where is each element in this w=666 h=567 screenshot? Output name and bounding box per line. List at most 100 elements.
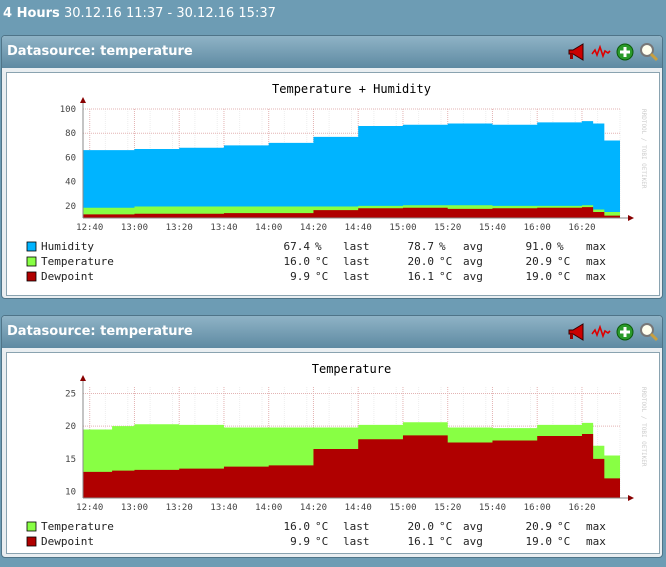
x-tick-label: 13:20 (166, 503, 193, 513)
temperature-chart: Temperature RRDTOOL / TOBI OETIKER 10 15 20 2… (26, 362, 647, 548)
legend-unit: % (439, 240, 446, 253)
x-axis-arrow (628, 495, 634, 501)
x-tick-label: 14:20 (300, 503, 327, 513)
x-tick-label: 16:00 (524, 503, 551, 513)
x-tick-label: 13:00 (121, 503, 148, 513)
x-tick-label: 14:20 (300, 223, 327, 233)
legend-unit: °C (557, 520, 570, 533)
x-tick-label: 14:40 (345, 503, 372, 513)
x-tick-label: 13:00 (121, 223, 148, 233)
rrdtool-watermark: RRDTOOL / TOBI OETIKER (640, 387, 647, 467)
legend-label-max: max (586, 270, 606, 283)
x-tick-label: 14:00 (255, 223, 282, 233)
zoom-icon[interactable] (639, 322, 659, 342)
x-tick-label: 14:00 (255, 503, 282, 513)
legend-swatch (26, 521, 37, 532)
legend-name: Dewpoint (41, 535, 94, 548)
legend-max-value: 20.9 (526, 255, 553, 268)
legend-last-value: 9.9 (290, 270, 310, 283)
panel-title: Datasource: temperature (7, 44, 193, 59)
legend-label-last: last (343, 240, 370, 253)
datasource-panel-2: Datasource: temperature Temperature RRDTO… (1, 315, 663, 558)
legend-unit: °C (439, 535, 452, 548)
legend-last-value: 9.9 (290, 535, 310, 548)
legend-swatch (26, 271, 37, 282)
y-axis-arrow (80, 97, 86, 103)
x-tick-label: 14:40 (345, 223, 372, 233)
panel-header: Datasource: temperature (2, 36, 662, 68)
series-area-dewpoint (83, 207, 620, 218)
graph-icon[interactable] (591, 42, 611, 62)
legend-label-last: last (343, 270, 370, 283)
megaphone-icon[interactable] (567, 42, 587, 62)
x-tick-label: 16:00 (524, 223, 551, 233)
y-tick-label: 25 (65, 390, 76, 400)
legend-label-avg: avg (463, 240, 483, 253)
panel-toolbar (567, 42, 659, 62)
legend-swatch (26, 256, 37, 267)
panel-header: Datasource: temperature (2, 316, 662, 348)
x-tick-label: 15:20 (434, 503, 461, 513)
legend-unit: °C (315, 255, 328, 268)
legend-avg-value: 16.1 (408, 270, 435, 283)
x-tick-label: 15:40 (479, 223, 506, 233)
x-tick-label: 13:20 (166, 223, 193, 233)
range-label: 4 Hours (3, 6, 60, 21)
y-tick-label: 10 (65, 487, 76, 497)
x-tick-label: 16:20 (568, 223, 595, 233)
graph-icon[interactable] (591, 322, 611, 342)
y-tick-label: 20 (65, 202, 76, 212)
legend-swatch (26, 536, 37, 547)
add-icon[interactable] (615, 322, 635, 342)
y-tick-label: 20 (65, 422, 76, 432)
panel-title: Datasource: temperature (7, 324, 193, 339)
datasource-panel-1: Datasource: temperature Temperature + Hu… (1, 35, 663, 299)
y-tick-label: 80 (65, 129, 76, 139)
legend-label-avg: avg (463, 535, 483, 548)
series-area-humidity (83, 121, 620, 218)
chart-title: Temperature + Humidity (272, 82, 431, 96)
temperature-humidity-chart: Temperature + Humidity RRDTOOL / TOBI OET… (26, 82, 647, 283)
legend-label-last: last (343, 255, 370, 268)
legend-avg-value: 16.1 (408, 535, 435, 548)
panel-toolbar (567, 322, 659, 342)
legend-unit: °C (439, 520, 452, 533)
legend-label-avg: avg (463, 270, 483, 283)
legend-avg-value: 78.7 (408, 240, 435, 253)
x-tick-label: 12:40 (76, 503, 103, 513)
legend-last-value: 16.0 (284, 255, 311, 268)
legend-unit: °C (557, 270, 570, 283)
legend-unit: °C (557, 535, 570, 548)
legend-label-avg: avg (463, 520, 483, 533)
legend-label-max: max (586, 535, 606, 548)
legend-max-value: 19.0 (526, 270, 553, 283)
x-tick-label: 15:20 (434, 223, 461, 233)
zoom-icon[interactable] (639, 42, 659, 62)
legend-unit: % (315, 240, 322, 253)
megaphone-icon[interactable] (567, 322, 587, 342)
legend-label-last: last (343, 535, 370, 548)
legend-unit: °C (315, 535, 328, 548)
x-axis-arrow (628, 215, 634, 221)
legend-last-value: 16.0 (284, 520, 311, 533)
legend-avg-value: 20.0 (408, 520, 435, 533)
rrdtool-watermark: RRDTOOL / TOBI OETIKER (640, 109, 647, 189)
y-tick-label: 15 (65, 455, 76, 465)
legend-unit: °C (439, 255, 452, 268)
legend-label-max: max (586, 240, 606, 253)
x-tick-label: 16:20 (568, 503, 595, 513)
legend-avg-value: 20.0 (408, 255, 435, 268)
legend-max-value: 91.0 (526, 240, 553, 253)
range-text: 30.12.16 11:37 - 30.12.16 15:37 (63, 6, 276, 21)
legend-max-value: 20.9 (526, 520, 553, 533)
legend-unit: °C (315, 270, 328, 283)
series-area-dewpoint (83, 434, 620, 498)
x-tick-label: 15:00 (389, 503, 416, 513)
add-icon[interactable] (615, 42, 635, 62)
x-tick-label: 13:40 (210, 223, 237, 233)
x-tick-label: 12:40 (76, 223, 103, 233)
chart-title: Temperature (312, 362, 391, 376)
legend-last-value: 67.4 (284, 240, 311, 253)
legend-name: Temperature (41, 255, 114, 268)
legend-name: Dewpoint (41, 270, 94, 283)
